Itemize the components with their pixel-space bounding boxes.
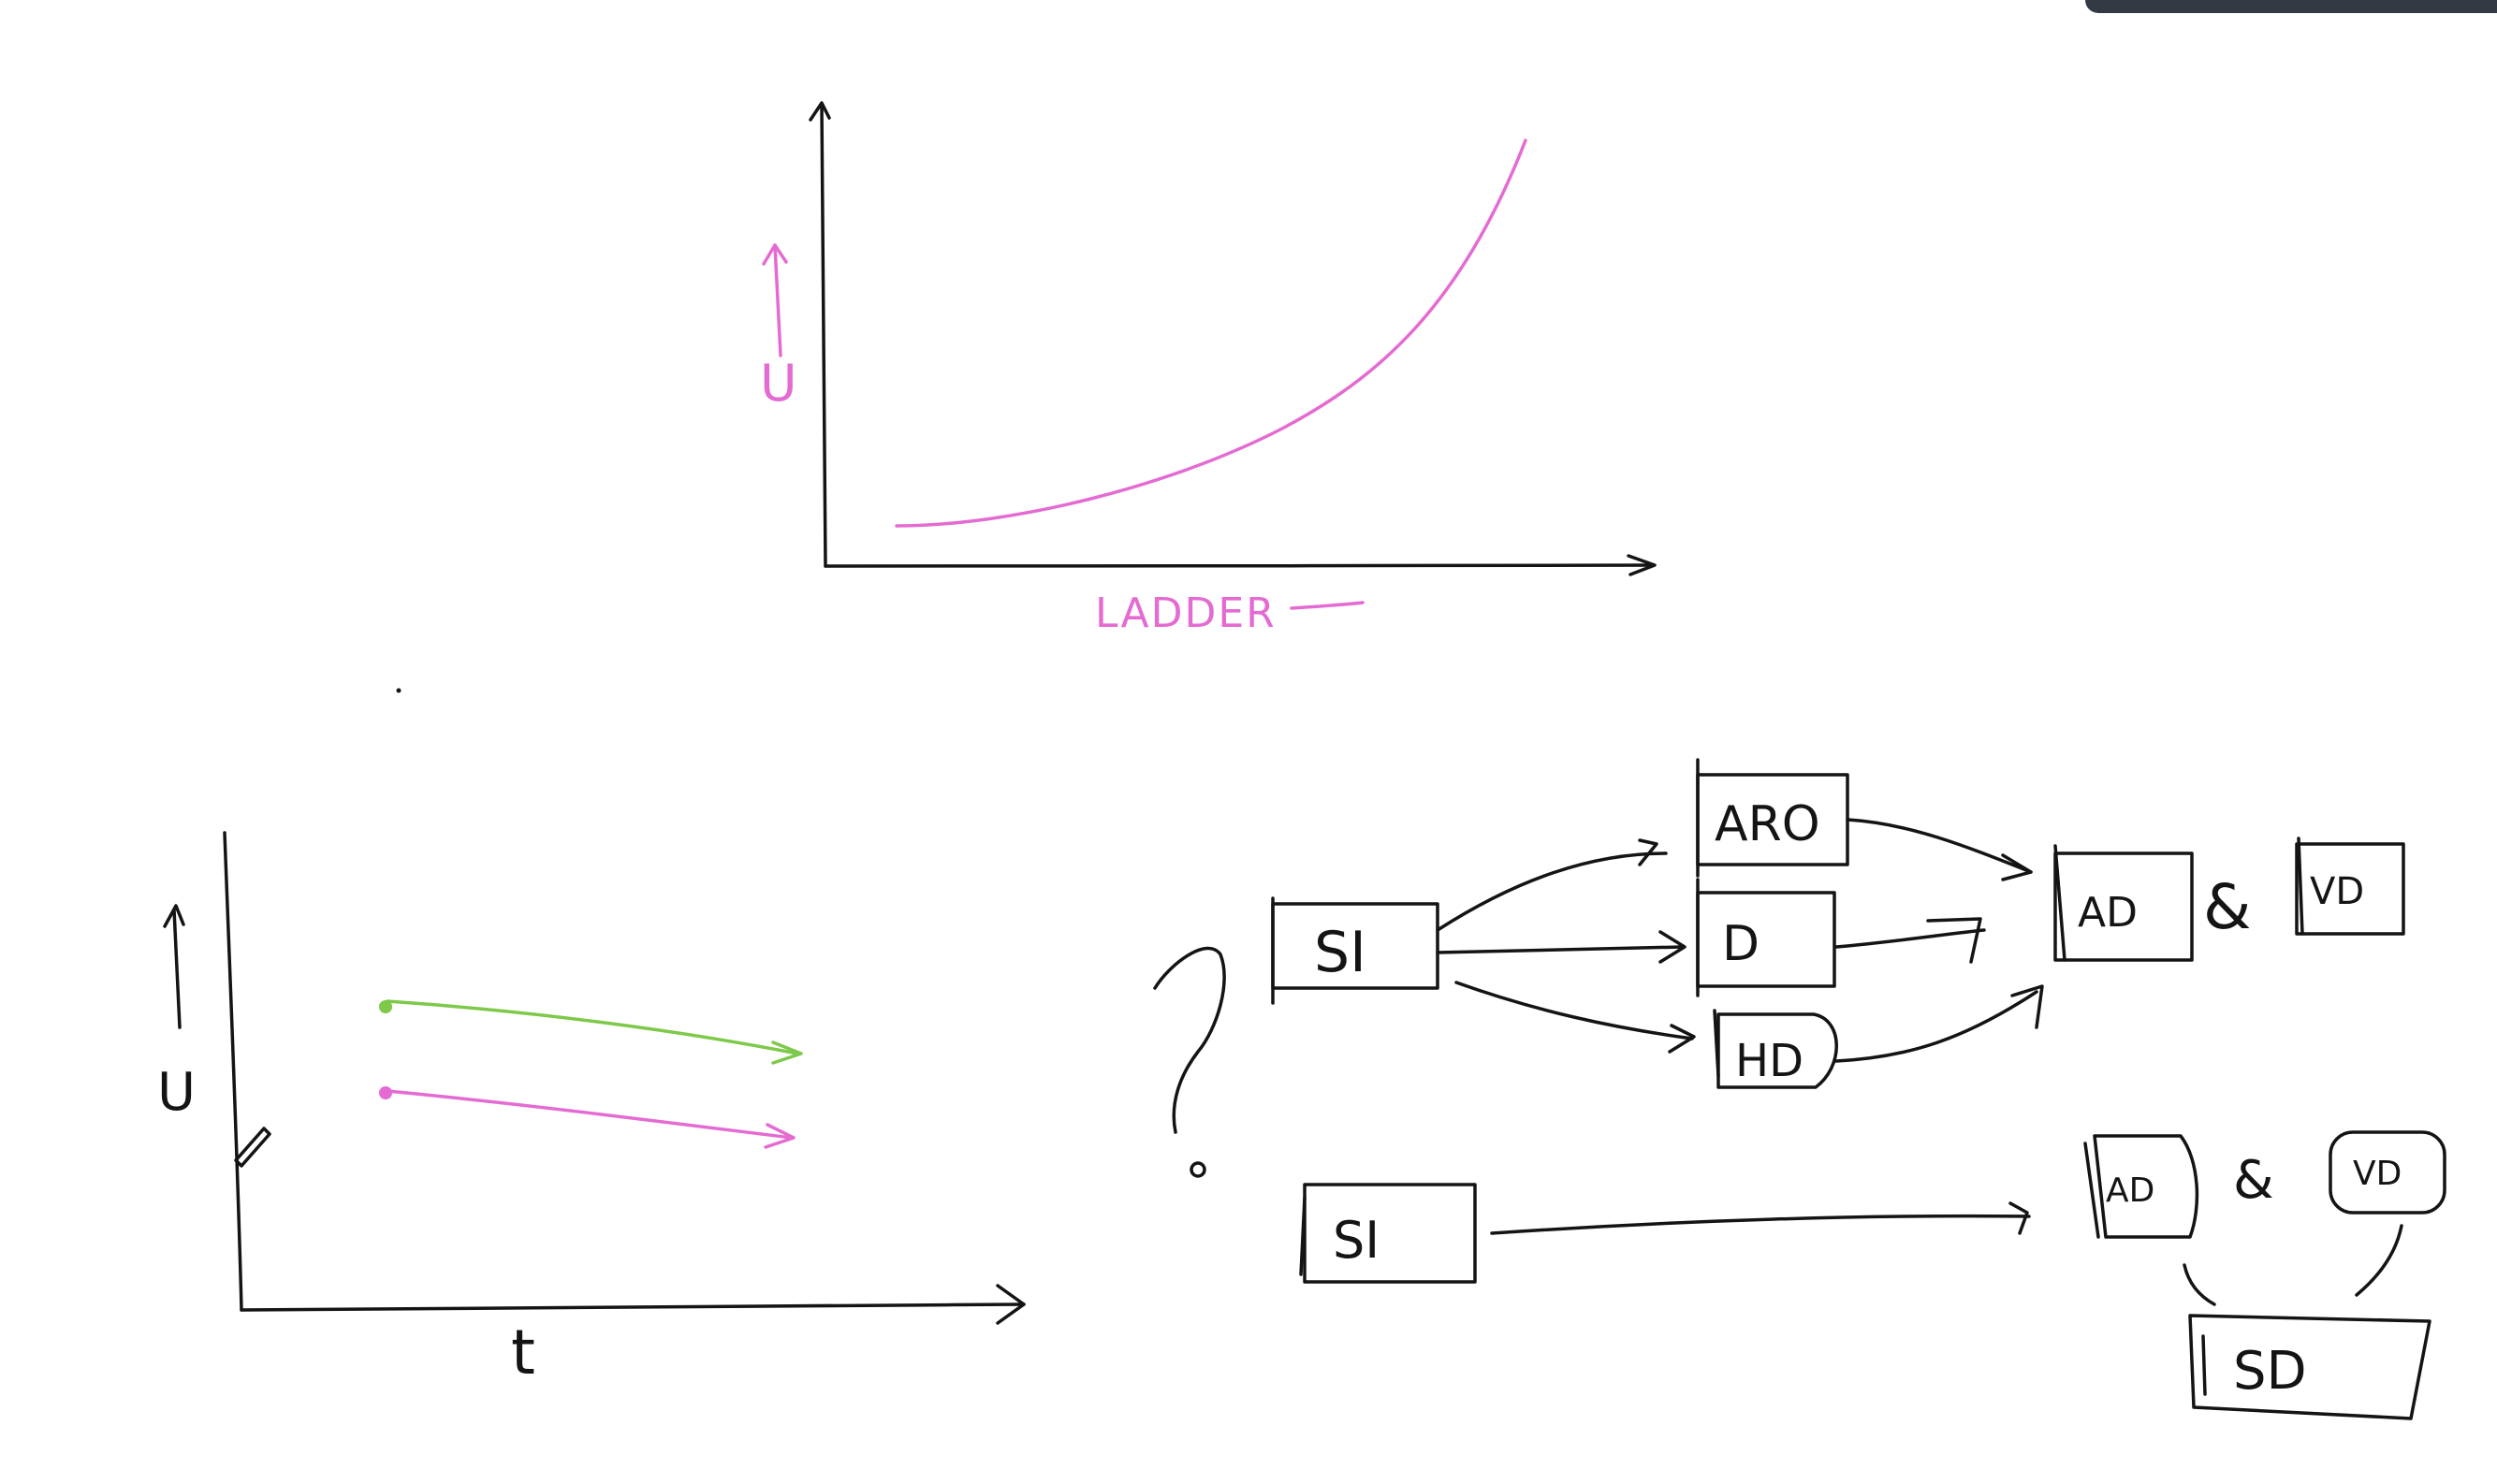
bottom-graph-x-axis	[240, 1302, 1026, 1312]
top-graph-y-arrowhead	[762, 243, 788, 266]
top-graph: U LADDER	[396, 101, 1657, 693]
pink-line	[386, 1089, 794, 1140]
bottom-graph: U t	[157, 831, 1026, 1389]
top-flow-arrowhead-ad-2	[1926, 917, 1982, 964]
pencil-cursor-icon	[234, 1127, 271, 1168]
top-flow-arrow-si-to-d	[1436, 945, 1685, 954]
top-flow-d-node: D	[1696, 878, 1836, 997]
bottom-flow-sd-node: SD	[2188, 1314, 2431, 1420]
top-flow-d-label: D	[1722, 916, 1760, 972]
top-flow-hd-node: HD	[1713, 1009, 1838, 1089]
top-flow-arrowhead-hd	[1668, 1024, 1696, 1054]
bottom-graph-y-label: U	[157, 1062, 196, 1123]
bottom-graph-x-label: t	[511, 1317, 535, 1389]
top-graph-x-label: LADDER	[1095, 589, 1277, 637]
top-flow-si-node: SI	[1271, 896, 1439, 1005]
top-flow-ampersand: &	[2203, 871, 2251, 943]
top-flow-arrow-aro-to-ad	[1846, 818, 2033, 874]
bottom-flow-connector-vd-to-sd	[2355, 1224, 2403, 1297]
top-graph-x-axis-arrowhead	[1627, 554, 1657, 576]
bottom-flow-sd-label: SD	[2233, 1341, 2307, 1402]
bottom-graph-y-axis	[223, 831, 243, 1312]
pink-line-arrowhead	[764, 1123, 796, 1149]
question-mark-curve	[1153, 946, 1226, 1134]
top-graph-curve	[895, 138, 1527, 528]
green-line	[386, 999, 799, 1055]
question-mark	[1153, 946, 1226, 1178]
top-flow-arrow-si-to-aro	[1436, 851, 1668, 932]
top-graph-x-label-underline	[1290, 601, 1365, 610]
bottom-graph-y-arrow	[172, 908, 182, 1029]
bottom-flow: SI AD & VD SD	[1299, 1130, 2446, 1420]
top-flow-arrowhead-aro	[1638, 838, 1658, 866]
bottom-flow-ad-node: AD	[2083, 1134, 2199, 1239]
top-graph-y-arrow	[773, 243, 782, 357]
top-flow-arrow-hd-to-ad	[1834, 990, 2038, 1063]
bottom-flow-si-label: SI	[1333, 1211, 1380, 1270]
bottom-flow-vd-node: VD	[2329, 1130, 2446, 1215]
bottom-flow-arrow-si-to-ad	[1490, 1214, 2031, 1235]
top-flow-hd-label: HD	[1735, 1035, 1803, 1087]
green-line-arrowhead	[771, 1040, 803, 1065]
top-flow-si-label: SI	[1314, 920, 1366, 985]
top-flow-arrow-si-to-hd	[1454, 981, 1694, 1040]
bottom-flow-ampersand: &	[2233, 1150, 2274, 1211]
bottom-flow-ad-label: AD	[2106, 1171, 2154, 1210]
top-graph-x-axis	[824, 563, 1655, 569]
top-flow-vd-label: VD	[2310, 870, 2364, 913]
bottom-graph-y-arrowhead	[163, 904, 185, 928]
top-flow: SI ARO D HD	[1271, 758, 2405, 1089]
bottom-flow-vd-label: VD	[2353, 1155, 2402, 1193]
bottom-graph-x-axis-arrowhead	[996, 1284, 1026, 1325]
bottom-flow-connector-ad-to-sd	[2183, 1263, 2216, 1306]
top-flow-arrow-d-to-ad	[1834, 928, 1986, 949]
green-line-start-dot	[379, 1000, 392, 1013]
top-flow-arrowhead-ad-3	[2010, 984, 2044, 1029]
bottom-flow-si-node: SI	[1299, 1183, 1477, 1284]
top-flow-arrowhead-d	[1658, 930, 1687, 964]
bottom-flow-arrowhead-ad	[2008, 1201, 2029, 1235]
top-flow-ad-node: AD	[2053, 844, 2194, 962]
stray-dot	[396, 688, 402, 693]
top-flow-aro-label: ARO	[1715, 796, 1820, 852]
question-mark-text: ?	[1170, 1131, 1171, 1133]
window-chrome-bar	[2085, 0, 2497, 13]
top-flow-aro-node: ARO	[1696, 758, 1849, 878]
top-flow-vd-node: VD	[2295, 837, 2405, 936]
top-graph-y-axis	[820, 103, 827, 568]
top-flow-arrowhead-ad-1	[2001, 853, 2033, 881]
top-graph-y-label: U	[760, 354, 797, 413]
question-mark-dot	[1190, 1161, 1206, 1178]
top-flow-ad-label: AD	[2078, 889, 2138, 937]
top-graph-y-axis-arrowhead	[809, 101, 831, 122]
